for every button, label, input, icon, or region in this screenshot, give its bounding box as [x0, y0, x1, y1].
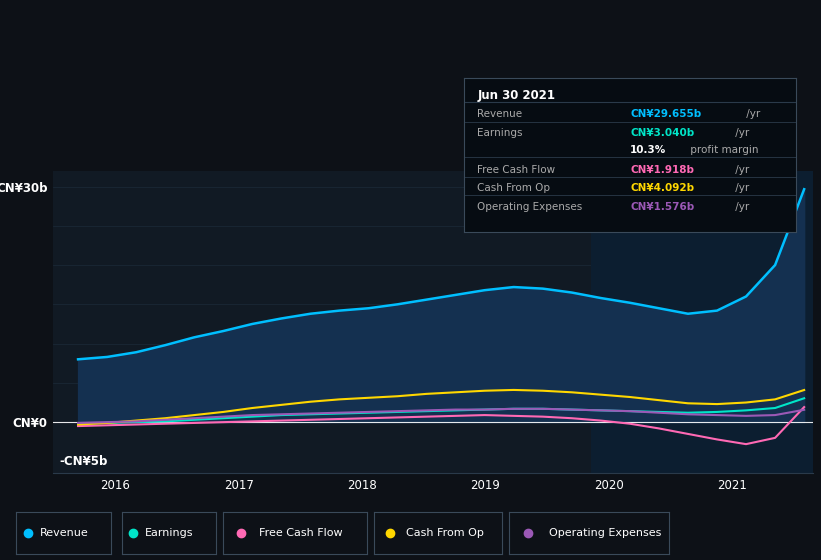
Text: Operating Expenses: Operating Expenses [549, 529, 662, 538]
Text: /yr: /yr [732, 202, 749, 212]
Text: Free Cash Flow: Free Cash Flow [477, 165, 555, 175]
Text: Earnings: Earnings [145, 529, 194, 538]
Text: CN¥3.040b: CN¥3.040b [631, 128, 695, 138]
Text: CN¥1.576b: CN¥1.576b [631, 202, 695, 212]
Text: /yr: /yr [732, 165, 749, 175]
Text: /yr: /yr [732, 183, 749, 193]
Text: Revenue: Revenue [477, 109, 522, 119]
Text: 10.3%: 10.3% [631, 144, 667, 155]
Text: CN¥29.655b: CN¥29.655b [631, 109, 701, 119]
Text: /yr: /yr [743, 109, 760, 119]
Bar [590, 171, 813, 473]
Text: Earnings: Earnings [477, 128, 523, 138]
Text: Revenue: Revenue [40, 529, 89, 538]
Text: Cash From Op: Cash From Op [477, 183, 550, 193]
Text: -CN¥5b: -CN¥5b [60, 455, 108, 468]
Text: Free Cash Flow: Free Cash Flow [259, 529, 343, 538]
Text: /yr: /yr [732, 128, 749, 138]
Text: Jun 30 2021: Jun 30 2021 [477, 89, 555, 102]
Text: profit margin: profit margin [686, 144, 758, 155]
Text: Operating Expenses: Operating Expenses [477, 202, 582, 212]
Text: CN¥1.918b: CN¥1.918b [631, 165, 694, 175]
Text: Cash From Op: Cash From Op [406, 529, 484, 538]
Text: CN¥4.092b: CN¥4.092b [631, 183, 695, 193]
